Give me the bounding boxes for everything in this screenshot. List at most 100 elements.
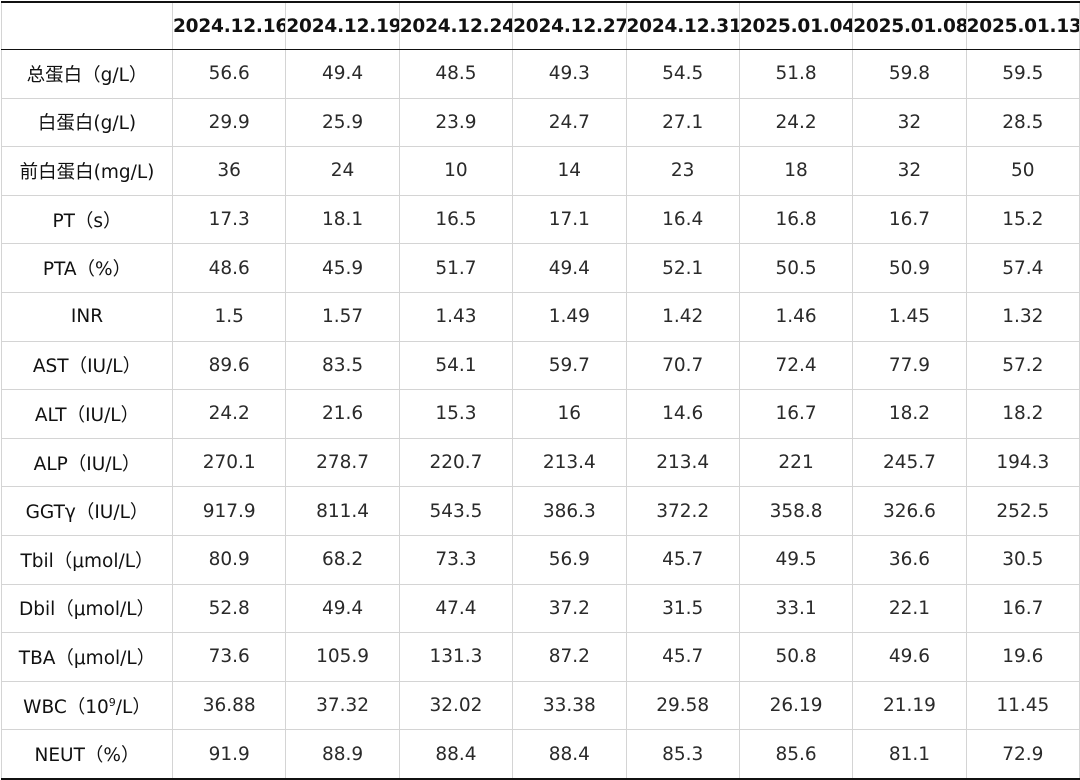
table-cell: 221 (738, 437, 854, 488)
table-cell: 24 (285, 146, 400, 196)
table-cell: 811.4 (285, 486, 400, 536)
table-row: PTA（%） 48.6 45.9 51.7 49.4 52.1 50.5 50.9 57.4 (1, 243, 1080, 293)
table-cell: 36.6 (852, 534, 967, 585)
row-label: GGTγ（IU/L） (1, 486, 173, 536)
row-label-text: 前白蛋白(mg/L) (19, 161, 155, 183)
table-cell: 45.7 (625, 632, 740, 682)
row-label: Dbil（μmol/L） (1, 583, 173, 634)
table-cell: 48.5 (398, 49, 514, 99)
table-cell: 51.7 (398, 243, 514, 293)
table-cell: 56.6 (171, 49, 287, 99)
table-cell: 1.5 (171, 291, 287, 342)
table-cell: 16.7 (852, 194, 967, 245)
table-cell: 18.1 (285, 194, 400, 245)
table-row: 前白蛋白(mg/L) 36 24 10 14 23 18 32 50 (1, 146, 1080, 196)
table-cell: 57.4 (965, 243, 1080, 293)
table-cell: 22.1 (852, 583, 967, 634)
row-label: PT（s） (1, 194, 173, 245)
table-cell: 24.7 (512, 97, 627, 148)
table-cell: 1.43 (398, 291, 514, 342)
table-cell: 87.2 (512, 632, 627, 682)
table-cell: 85.3 (625, 729, 740, 780)
table-cell: 18.2 (965, 389, 1080, 439)
table-cell: 68.2 (285, 534, 400, 585)
table-cell: 33.38 (512, 680, 627, 731)
table-cell: 72.9 (965, 729, 1080, 780)
column-header-date: 2025.01.04 (738, 1, 854, 50)
table-header-row: 2024.12.16 2024.12.19 2024.12.24 2024.12… (1, 1, 1080, 50)
row-label-text: 总蛋白（g/L） (26, 64, 148, 86)
table-cell: 278.7 (285, 437, 400, 488)
table-body: 总蛋白（g/L） 56.6 49.4 48.5 49.3 54.5 51.8 59.8 59.5… (1, 49, 1080, 780)
table-cell: 49.4 (512, 243, 627, 293)
table-cell: 1.32 (965, 291, 1080, 342)
table-cell: 917.9 (171, 486, 287, 536)
table-cell: 270.1 (171, 437, 287, 488)
table-cell: 50.8 (738, 632, 854, 682)
table-cell: 16.4 (625, 194, 740, 245)
table-row: PT（s） 17.3 18.1 16.5 17.1 16.4 16.8 16.7 15.2 (1, 194, 1080, 245)
table-cell: 49.6 (852, 632, 967, 682)
table-cell: 14 (512, 146, 627, 196)
table-cell: 32.02 (398, 680, 514, 731)
row-label: PTA（%） (1, 243, 173, 293)
table-cell: 29.58 (625, 680, 740, 731)
table-cell: 23 (625, 146, 740, 196)
table-cell: 48.6 (171, 243, 287, 293)
table-cell: 358.8 (738, 486, 854, 536)
table-cell: 23.9 (398, 97, 514, 148)
table-cell: 81.1 (852, 729, 967, 780)
table-cell: 17.3 (171, 194, 287, 245)
table-cell: 32 (852, 146, 967, 196)
row-label-suffix: /L） (115, 696, 151, 718)
row-label: ALP（IU/L） (1, 437, 173, 488)
row-label-exponent: 9 (108, 695, 116, 709)
table-cell: 16.5 (398, 194, 514, 245)
table-cell: 80.9 (171, 534, 287, 585)
table-row: GGTγ（IU/L） 917.9 811.4 543.5 386.3 372.2 358.8… (1, 486, 1080, 536)
row-label-text: 白蛋白(g/L) (37, 113, 137, 135)
table-cell: 326.6 (852, 486, 967, 536)
table-cell: 21.19 (852, 680, 967, 731)
table-row: INR 1.5 1.57 1.43 1.49 1.42 1.46 1.45 1.32 (1, 291, 1080, 342)
table-cell: 27.1 (625, 97, 740, 148)
table-cell: 11.45 (965, 680, 1080, 731)
table-row: 总蛋白（g/L） 56.6 49.4 48.5 49.3 54.5 51.8 59.8 59.5 (1, 49, 1080, 99)
table-cell: 88.4 (398, 729, 514, 780)
table-cell: 252.5 (965, 486, 1080, 536)
table-row: ALT（IU/L） 24.2 21.6 15.3 16 14.6 16.7 18.2 18.2 (1, 389, 1080, 439)
table-cell: 17.1 (512, 194, 627, 245)
table-cell: 16 (512, 389, 627, 439)
table-cell: 1.45 (852, 291, 967, 342)
table-cell: 73.6 (171, 632, 287, 682)
table-cell: 49.5 (738, 534, 854, 585)
table-cell: 36.88 (171, 680, 287, 731)
table-cell: 15.2 (965, 194, 1080, 245)
table-cell: 14.6 (625, 389, 740, 439)
table-cell: 1.42 (625, 291, 740, 342)
table-cell: 21.6 (285, 389, 400, 439)
table-row: AST（IU/L） 89.6 83.5 54.1 59.7 70.7 72.4 77.9 57.… (1, 340, 1080, 391)
table-cell: 59.7 (512, 340, 627, 391)
table-cell: 131.3 (398, 632, 514, 682)
table-cell: 47.4 (398, 583, 514, 634)
table-cell: 105.9 (285, 632, 400, 682)
table-cell: 50 (965, 146, 1080, 196)
table-cell: 10 (398, 146, 514, 196)
table-cell: 26.19 (738, 680, 854, 731)
table-cell: 194.3 (965, 437, 1080, 488)
table-cell: 54.5 (625, 49, 740, 99)
table-row: 白蛋白(g/L) 29.9 25.9 23.9 24.7 27.1 24.2 32 28.5 (1, 97, 1080, 148)
table-cell: 91.9 (171, 729, 287, 780)
table-cell: 31.5 (625, 583, 740, 634)
table-cell: 51.8 (738, 49, 854, 99)
row-label-text: WBC（10 (23, 696, 109, 718)
row-label-text: Dbil（μmol/L） (18, 599, 156, 621)
table-cell: 50.9 (852, 243, 967, 293)
table-row: TBA（μmol/L） 73.6 105.9 131.3 87.2 45.7 50.8 49.… (1, 632, 1080, 682)
table-row: NEUT（%） 91.9 88.9 88.4 88.4 85.3 85.6 81.1 72.9 (1, 729, 1080, 780)
row-label-text: INR (70, 306, 104, 328)
table-cell: 213.4 (625, 437, 740, 488)
table-cell: 24.2 (738, 97, 854, 148)
